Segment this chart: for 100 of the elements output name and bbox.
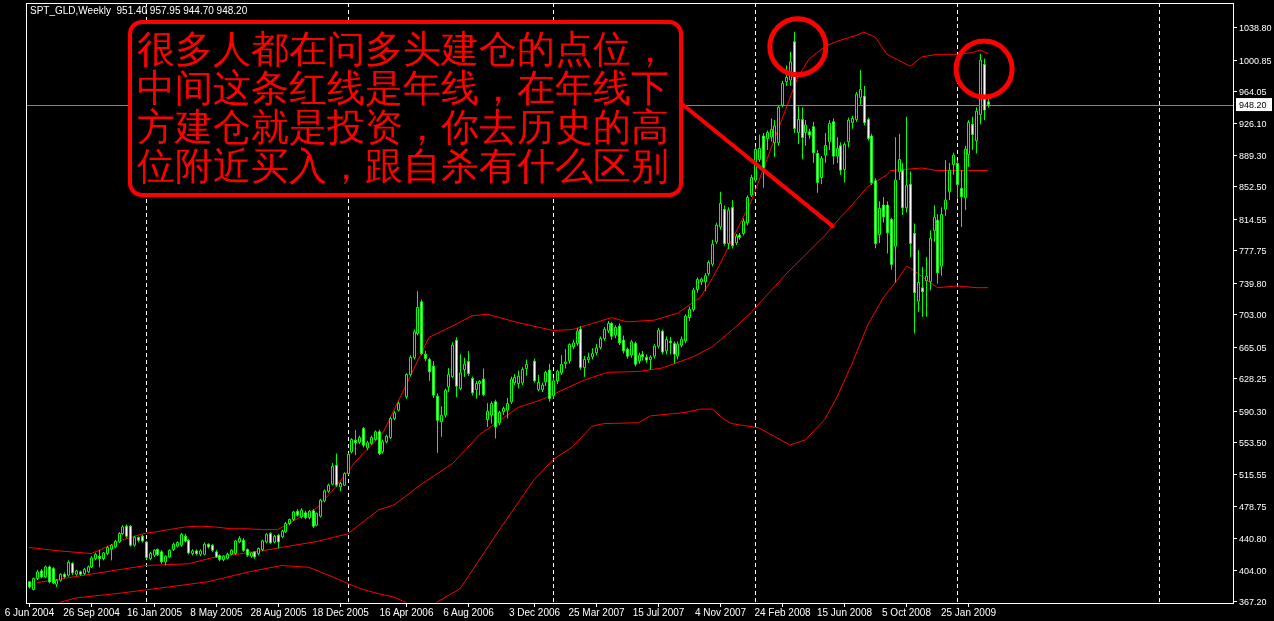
candlestick	[397, 400, 400, 413]
candlestick	[362, 426, 365, 449]
candlestick	[153, 548, 156, 558]
candlestick	[218, 553, 221, 562]
candlestick	[90, 555, 93, 569]
candlestick	[533, 358, 536, 384]
y-tick-label: 1000.85	[1239, 55, 1272, 66]
candlestick	[506, 397, 509, 419]
x-tick-label: 28 Aug 2005	[250, 607, 308, 618]
y-tick-label: 440.80	[1239, 533, 1267, 544]
candlestick	[432, 360, 435, 399]
candlestick	[106, 545, 109, 556]
candlestick	[180, 532, 183, 548]
x-tick-label: 4 Nov 2007	[694, 607, 747, 618]
candlestick	[948, 162, 951, 201]
y-tick-label: 926.10	[1239, 118, 1267, 129]
chart-title: SPT_GLD,Weekly 951.40 957.95 944.70 948.20	[30, 5, 248, 16]
y-tick-label: 889.30	[1239, 150, 1267, 161]
candlestick	[269, 531, 272, 545]
y-tick-label: 739.80	[1239, 278, 1267, 289]
candlestick	[762, 132, 765, 189]
candlestick	[944, 159, 947, 217]
candlestick	[548, 363, 551, 403]
candlestick	[312, 508, 315, 529]
x-tick-label: 5 Oct 2008	[882, 607, 932, 618]
x-tick-label: 16 Jan 2005	[126, 607, 183, 618]
candlestick	[160, 549, 163, 565]
candlestick	[292, 510, 295, 522]
candlestick	[634, 341, 637, 367]
candlestick	[591, 347, 594, 360]
x-tick-label: 25 Jan 2009	[940, 607, 997, 618]
candlestick	[129, 524, 132, 548]
candlestick	[525, 359, 528, 377]
candlestick	[471, 376, 474, 396]
candlestick	[455, 336, 458, 398]
candlestick	[812, 121, 815, 164]
candlestick	[436, 393, 439, 454]
candlestick	[781, 80, 784, 108]
candlestick	[110, 543, 113, 561]
candlestick	[203, 541, 206, 556]
candlestick	[222, 554, 225, 562]
candlestick	[801, 106, 804, 160]
x-tick-label: 6 Aug 2006	[443, 607, 495, 618]
candlestick	[79, 570, 82, 577]
candlestick	[832, 117, 835, 166]
candlestick	[482, 367, 485, 397]
y-tick-label: 404.00	[1239, 565, 1267, 576]
candlestick	[641, 350, 644, 361]
y-tick-label: 852.50	[1239, 181, 1267, 192]
y-tick-label: 628.25	[1239, 373, 1267, 384]
candlestick	[83, 567, 86, 576]
candlestick	[510, 376, 513, 405]
x-tick-label: 3 Dec 2006	[508, 607, 561, 618]
candlestick	[843, 141, 846, 184]
candlestick	[98, 549, 101, 568]
y-tick-label: 478.75	[1239, 501, 1267, 512]
x-tick-label: 16 Apr 2006	[379, 607, 434, 618]
x-tick-label: 15 Jul 2007	[632, 607, 685, 618]
candlestick	[378, 429, 381, 456]
y-tick-label: 703.00	[1239, 309, 1267, 320]
candlestick	[284, 521, 287, 534]
candlestick	[242, 537, 245, 553]
candlestick	[277, 533, 280, 550]
candlestick	[304, 510, 307, 520]
candlestick	[517, 370, 520, 390]
candlestick	[983, 58, 986, 121]
y-tick-label: 814.55	[1239, 214, 1267, 225]
candlestick	[48, 565, 51, 584]
ref-line-label: 948.20	[1239, 99, 1267, 110]
candlestick	[300, 507, 303, 520]
y-tick-label: 553.50	[1239, 437, 1267, 448]
y-tick-label: 964.05	[1239, 86, 1267, 97]
candlestick	[486, 402, 489, 428]
candlestick	[847, 117, 850, 148]
candlestick	[253, 550, 256, 560]
candlestick	[44, 565, 47, 579]
candlestick	[354, 429, 357, 456]
candlestick	[696, 276, 699, 294]
candlestick	[521, 366, 524, 386]
candlestick	[816, 149, 819, 194]
candlestick	[195, 548, 198, 556]
x-tick-label: 25 Mar 2007	[568, 607, 626, 618]
candlestick	[71, 561, 74, 576]
candlestick	[731, 199, 734, 249]
candlestick	[661, 329, 664, 355]
y-tick-label: 1038.80	[1239, 22, 1272, 33]
x-tick-label: 15 Jun 2008	[816, 607, 873, 618]
candlestick	[234, 539, 237, 555]
candlestick	[335, 453, 338, 488]
y-tick-label: 665.05	[1239, 342, 1267, 353]
candlestick	[467, 350, 470, 377]
candlestick	[67, 559, 70, 578]
candlestick	[649, 354, 652, 371]
candlestick	[738, 232, 741, 241]
candlestick	[824, 132, 827, 164]
y-tick-label: 777.75	[1239, 245, 1267, 256]
candlestick	[537, 374, 540, 392]
candlestick	[296, 508, 299, 518]
x-tick-label: 26 Sep 2004	[63, 607, 121, 618]
candlestick	[211, 543, 214, 553]
